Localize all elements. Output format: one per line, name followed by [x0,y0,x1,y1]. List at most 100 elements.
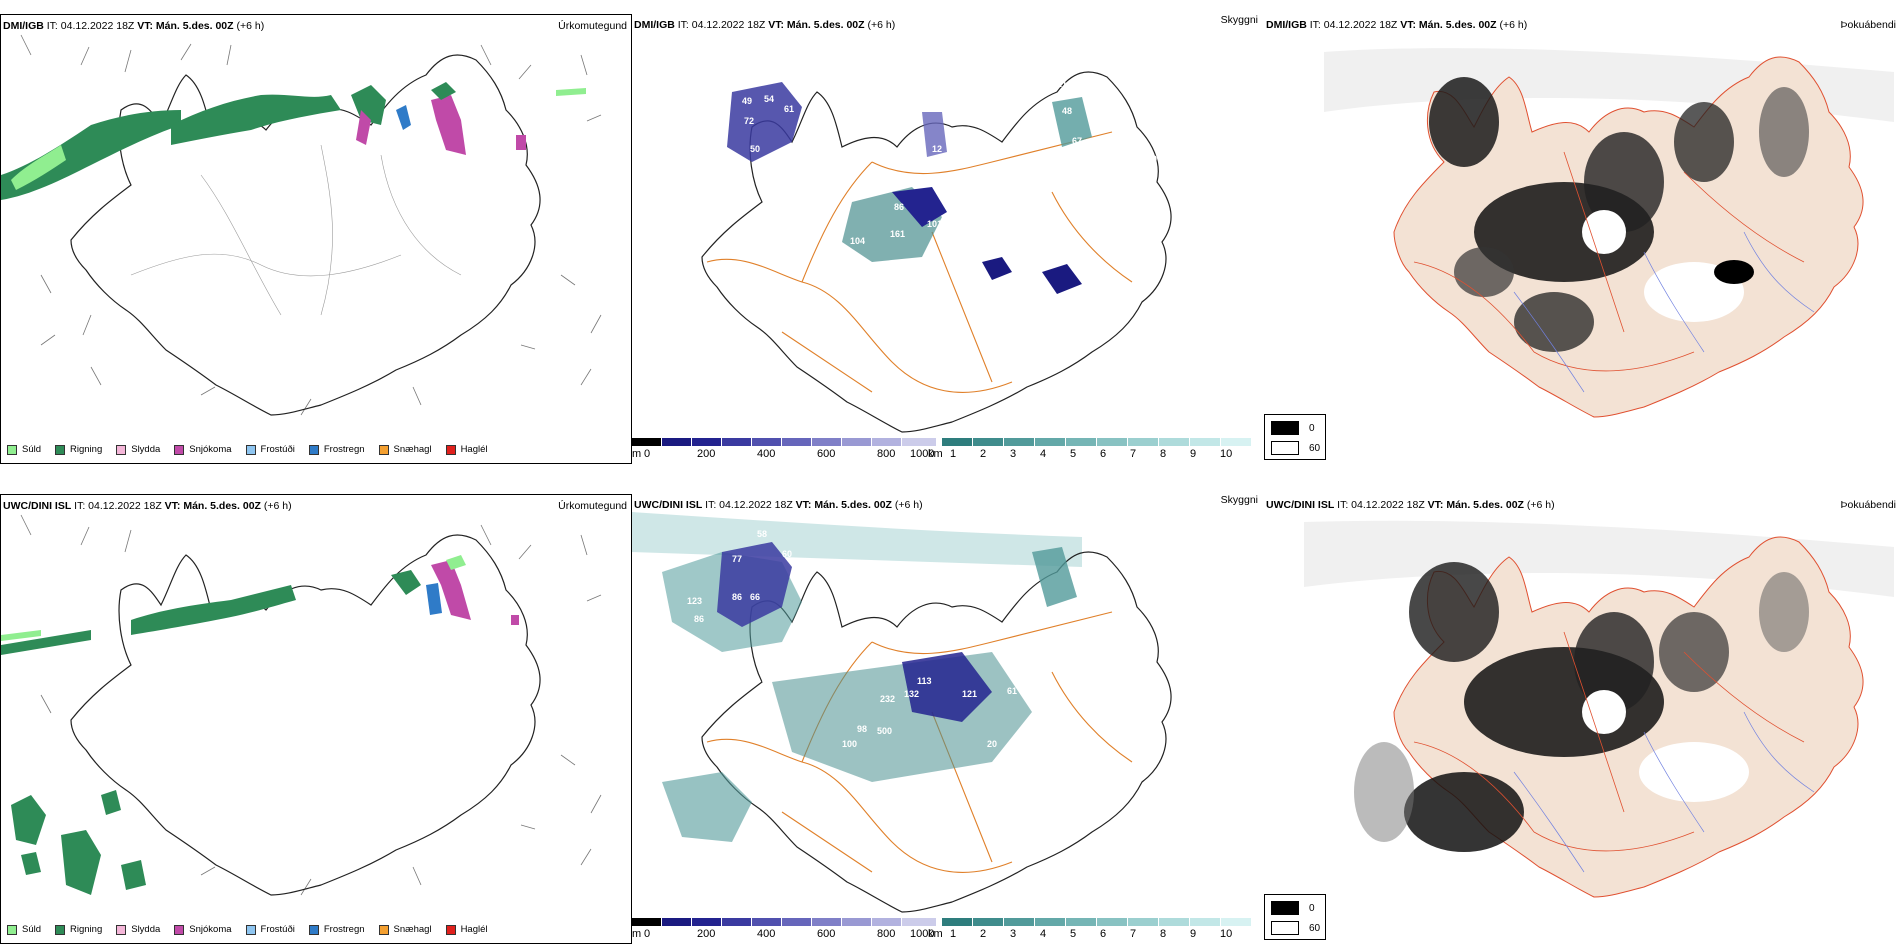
fog-panel-bottom: UWC/DINI ISL IT: 04.12.2022 18Z VT: Mán.… [1264,494,1900,944]
precip-legend-bottom: Súld Rigning Slydda Snjókoma Frostúði Fr… [7,924,488,935]
vis-value-label: 12 [932,144,942,154]
legend-item: Haglél [445,444,488,455]
vis-value-label: 101 [927,219,942,229]
vis-value-label: 98 [857,724,867,734]
vis-value-label: 232 [880,694,895,704]
vis-value-label: 100 [842,739,857,749]
vis-value-label: 124 [720,164,735,174]
legend-item: Snæhagl [378,924,432,935]
vis-value-label: 21 [1057,79,1067,89]
iceland-outline [70,54,541,416]
vis-value-label: 113 [917,676,932,686]
fog-map-bottom [1304,520,1894,898]
vis-value-label: 48 [1062,106,1072,116]
precip-panel-top: DMI/IGB IT: 04.12.2022 18Z VT: Mán. 5.de… [0,14,632,464]
visibility-title-bottom: Skyggni [1220,494,1258,506]
vis-value-label: 54 [764,94,774,104]
legend-item: Frostúði [245,444,295,455]
precip-legend-top: Súld Rigning Slydda Snjókoma Frostúði Fr… [7,444,488,455]
fog-dark-areas [1354,562,1809,852]
vis-value-labels-top: 49 54 61 72 124 50 21 48 67 101 86 104 1… [720,79,1157,309]
precip-rain-bottom [1,555,519,895]
visibility-panel-bottom: 58 60 77 86 66 123 86 23 211 100 98 500 … [632,494,1262,944]
vis-value-label: 86 [694,614,704,624]
fog-dark-areas [1429,77,1809,352]
vis-value-label: 20 [987,739,997,749]
legend-item: Rigning [55,444,102,455]
legend-item: Súld [7,444,41,455]
fog-header-bottom: UWC/DINI ISL IT: 04.12.2022 18Z VT: Mán.… [1266,499,1555,511]
rivers [1513,711,1815,873]
fog-title-top: Þokuábendi [1840,19,1896,31]
legend-item: Slydda [116,444,160,455]
precip-rain-top [1,82,586,200]
precip-map-bottom [1,514,602,896]
fog-legend-bottom: 0 60 [1264,894,1326,940]
vis-value-label: 104 [850,236,865,246]
vis-value-label: 67 [1072,136,1082,146]
legend-item: Slydda [116,924,160,935]
vis-value-label: 61 [784,104,794,114]
rivers [1513,231,1815,393]
visibility-panel-top: 49 54 61 72 124 50 21 48 67 101 86 104 1… [632,14,1262,464]
fog-map-top [1324,48,1894,418]
vis-value-labels-bottom: 58 60 77 86 66 123 86 23 211 100 98 500 … [687,529,1092,749]
vis-value-label: 121 [962,689,977,699]
vis-value-label: 86 [732,592,742,602]
roads [706,131,1133,393]
vis-value-label: 161 [890,229,905,239]
vis-value-label: 123 [687,596,702,606]
fog-header-top: DMI/IGB IT: 04.12.2022 18Z VT: Mán. 5.de… [1266,19,1528,31]
vis-value-label: 211 [762,704,777,714]
fog-legend-top: 0 60 [1264,414,1326,460]
visibility-header-top: DMI/IGB IT: 04.12.2022 18Z VT: Mán. 5.de… [634,19,896,31]
vis-value-label: 61 [1007,686,1017,696]
legend-item: Frostúði [245,924,295,935]
roads [1413,151,1805,372]
legend-item: Snjókoma [174,444,232,455]
vis-low [662,542,1077,842]
legend-item: Snæhagl [378,444,432,455]
vis-value-label: 23 [762,674,772,684]
visibility-map-top: 49 54 61 72 124 50 21 48 67 101 86 104 1… [701,71,1172,433]
legend-item: Snjókoma [174,924,232,935]
vis-value-label: 132 [904,689,919,699]
vis-low [727,82,1092,294]
vis-value-label: 58 [757,529,767,539]
legend-item: Frostregn [308,924,365,935]
precip-header-top: DMI/IGB IT: 04.12.2022 18Z VT: Mán. 5.de… [3,20,265,32]
visibility-map-bottom: 58 60 77 86 66 123 86 23 211 100 98 500 … [632,512,1172,913]
precip-panel-bottom: UWC/DINI ISL IT: 04.12.2022 18Z VT: Mán.… [0,494,632,944]
vis-value-label: 500 [877,726,892,736]
precip-title-bottom: Úrkomutegund [558,500,627,512]
wind-barbs [20,514,602,896]
legend-item: Frostregn [308,444,365,455]
vis-value-label: 86 [894,202,904,212]
vis-value-label: 66 [750,592,760,602]
vis-value-label: 23 [762,299,772,309]
precip-title-top: Úrkomutegund [558,20,627,32]
vis-value-label: 60 [782,549,792,559]
vis-value-label: 48 [1082,534,1092,544]
visibility-header-bottom: UWC/DINI ISL IT: 04.12.2022 18Z VT: Mán.… [634,499,923,511]
precip-map-top [1,34,602,416]
vis-value-label: 72 [744,116,754,126]
vis-value-label: 49 [742,96,752,106]
vis-value-label: 22 [967,274,977,284]
fog-title-bottom: Þokuábendi [1840,499,1896,511]
wind-barbs [20,34,602,416]
precip-header-bottom: UWC/DINI ISL IT: 04.12.2022 18Z VT: Mán.… [3,500,292,512]
iceland-outline [70,534,541,896]
legend-item: Súld [7,924,41,935]
vis-value-label: 157 [942,614,957,624]
legend-item: Haglél [445,924,488,935]
vis-value-label: 77 [732,554,742,564]
visibility-title-top: Skyggni [1220,14,1258,26]
vis-value-label: 50 [750,144,760,154]
roads [1413,631,1805,852]
roads [130,144,462,316]
fog-panel-top: DMI/IGB IT: 04.12.2022 18Z VT: Mán. 5.de… [1264,14,1900,464]
vis-value-label: 100 [1142,154,1157,164]
legend-item: Rigning [55,924,102,935]
vis-value-label: 121 [934,162,949,172]
